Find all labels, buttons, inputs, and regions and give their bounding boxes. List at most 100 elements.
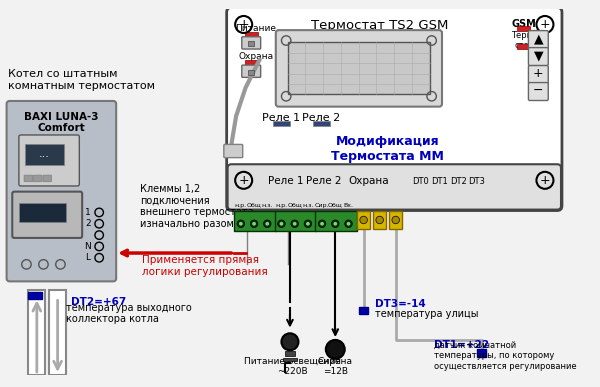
Text: Общ: Общ <box>247 203 262 208</box>
Text: DT3=-14: DT3=-14 <box>375 299 425 309</box>
Circle shape <box>320 222 324 226</box>
FancyBboxPatch shape <box>227 164 561 210</box>
FancyBboxPatch shape <box>43 175 52 182</box>
Text: 2: 2 <box>85 219 91 228</box>
Text: Охрана: Охрана <box>348 176 389 186</box>
Text: Реле 1: Реле 1 <box>268 176 304 186</box>
FancyBboxPatch shape <box>529 48 548 65</box>
FancyBboxPatch shape <box>242 37 260 49</box>
Bar <box>517 26 530 31</box>
Circle shape <box>392 216 400 224</box>
Text: Общ: Общ <box>287 203 302 208</box>
Text: +: + <box>539 174 550 187</box>
Text: DT1=+22: DT1=+22 <box>434 340 490 349</box>
Text: 1: 1 <box>85 208 91 217</box>
Text: н.з.: н.з. <box>302 203 314 208</box>
Text: DT1: DT1 <box>431 177 448 186</box>
Text: температура выходного
коллектора котла: температура выходного коллектора котла <box>66 303 192 324</box>
Text: Котел со штатным
комнатным термостатом: Котел со штатным комнатным термостатом <box>8 69 155 91</box>
Circle shape <box>263 220 271 228</box>
Bar <box>248 70 254 75</box>
Text: +: + <box>238 174 249 187</box>
Bar <box>234 211 276 231</box>
Circle shape <box>239 222 243 226</box>
Bar <box>313 121 329 125</box>
Text: L: L <box>85 253 91 262</box>
Text: Питание: Питание <box>235 24 277 33</box>
Text: Вх.: Вх. <box>344 203 353 208</box>
Circle shape <box>360 216 367 224</box>
Bar <box>359 307 368 314</box>
Text: Общ: Общ <box>328 203 343 208</box>
Text: Применяется прямая
логики регулирования: Применяется прямая логики регулирования <box>142 255 268 277</box>
Bar <box>25 144 64 165</box>
Bar <box>19 203 66 222</box>
Text: ▲: ▲ <box>533 32 543 45</box>
Text: DT3: DT3 <box>469 177 485 186</box>
Circle shape <box>237 220 245 228</box>
FancyBboxPatch shape <box>529 82 548 101</box>
Circle shape <box>265 222 269 226</box>
Circle shape <box>332 220 339 228</box>
Bar <box>245 32 258 37</box>
FancyBboxPatch shape <box>529 65 548 84</box>
Text: DT2=+67: DT2=+67 <box>71 297 126 307</box>
FancyBboxPatch shape <box>242 65 260 77</box>
FancyBboxPatch shape <box>276 30 442 107</box>
Text: +: + <box>539 18 550 31</box>
FancyBboxPatch shape <box>7 101 116 281</box>
Text: Реле 2: Реле 2 <box>302 113 340 123</box>
Circle shape <box>250 220 258 228</box>
FancyBboxPatch shape <box>12 192 82 238</box>
Text: Термо
стат: Термо стат <box>511 31 538 50</box>
Circle shape <box>376 216 383 224</box>
Text: −: − <box>533 84 544 97</box>
Text: BAXI LUNA-3
Comfort: BAXI LUNA-3 Comfort <box>24 112 98 134</box>
Bar <box>273 121 290 125</box>
Text: н.з.: н.з. <box>262 203 273 208</box>
Circle shape <box>281 333 298 350</box>
Bar <box>28 290 46 375</box>
Circle shape <box>326 340 345 359</box>
Text: Сирена
=12В: Сирена =12В <box>318 357 353 376</box>
Circle shape <box>304 220 311 228</box>
Bar <box>283 358 296 361</box>
Text: Питание освещения
~220В: Питание освещения ~220В <box>244 357 341 376</box>
Bar <box>245 60 258 65</box>
Text: Термостат TS2 GSM: Термостат TS2 GSM <box>311 19 448 32</box>
FancyBboxPatch shape <box>34 175 42 182</box>
Bar <box>316 211 357 231</box>
Text: GSM: GSM <box>512 19 536 29</box>
Text: датчик комнатной
температуры, по которому
осуществляется регулирование: датчик комнатной температуры, по котором… <box>434 341 577 371</box>
Bar <box>285 351 295 356</box>
Text: н.р.: н.р. <box>275 203 287 208</box>
Text: Реле 1: Реле 1 <box>262 113 301 123</box>
FancyBboxPatch shape <box>24 175 32 182</box>
Bar <box>517 44 530 49</box>
Text: +: + <box>238 18 249 31</box>
Bar <box>28 292 41 299</box>
Circle shape <box>278 220 285 228</box>
Bar <box>477 349 487 357</box>
Bar <box>389 211 403 229</box>
Text: ▼: ▼ <box>533 49 543 62</box>
Circle shape <box>293 222 296 226</box>
Text: ...: ... <box>39 149 50 159</box>
Text: DT2: DT2 <box>449 177 466 186</box>
Circle shape <box>318 220 326 228</box>
Text: н.р.: н.р. <box>235 203 247 208</box>
Bar <box>357 211 370 229</box>
FancyBboxPatch shape <box>224 144 243 158</box>
Bar <box>275 211 316 231</box>
Text: DT0: DT0 <box>412 177 428 186</box>
Text: Охрана: Охрана <box>238 52 274 61</box>
FancyBboxPatch shape <box>227 7 562 211</box>
Bar <box>288 43 430 94</box>
Text: Сир.: Сир. <box>315 203 329 208</box>
Circle shape <box>306 222 310 226</box>
Circle shape <box>252 222 256 226</box>
Circle shape <box>347 222 350 226</box>
Circle shape <box>280 222 283 226</box>
Text: +: + <box>533 67 544 80</box>
Text: температура улицы: температура улицы <box>375 310 478 319</box>
